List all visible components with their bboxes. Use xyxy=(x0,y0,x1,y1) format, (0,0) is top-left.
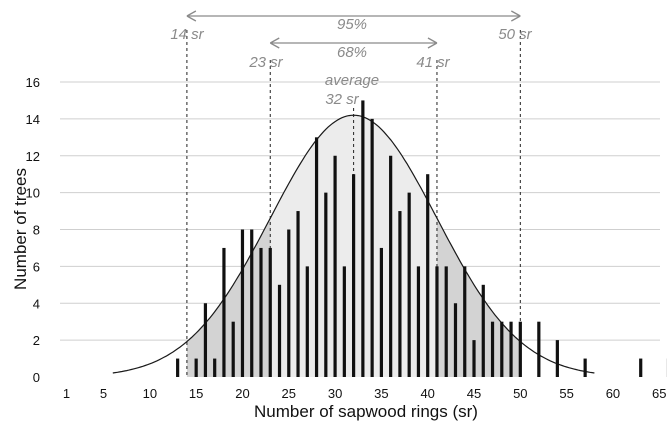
label-lower-68: 23 sr xyxy=(248,54,283,71)
bar-28 xyxy=(314,137,319,377)
arrow-68-percent xyxy=(269,37,438,49)
bar-46 xyxy=(481,284,485,377)
x-axis-title: Number of sapwood rings (sr) xyxy=(254,402,478,421)
bar-24 xyxy=(277,284,282,377)
bar-39 xyxy=(416,266,421,377)
arrow-68-percent-left-head xyxy=(269,37,280,49)
bar-21 xyxy=(250,229,254,377)
bar-16 xyxy=(203,303,208,377)
bar-15 xyxy=(194,358,198,377)
label-lower-95: 14 sr xyxy=(170,26,204,43)
bar-29 xyxy=(324,192,328,377)
bar-41 xyxy=(435,266,439,377)
y-tick-label-2: 2 xyxy=(33,333,40,348)
x-tick-label-65: 65 xyxy=(652,386,666,401)
y-tick-label-12: 12 xyxy=(26,149,40,164)
x-tick-label-20: 20 xyxy=(235,386,249,401)
y-tick-label-6: 6 xyxy=(33,259,40,274)
arrow-95-percent-left-head xyxy=(186,10,197,22)
bar-40 xyxy=(426,174,430,377)
bar-63 xyxy=(639,358,643,377)
bar-18 xyxy=(222,247,226,377)
arrow-68-percent-right-head xyxy=(427,37,438,49)
bar-47 xyxy=(490,321,495,377)
bar-50 xyxy=(518,321,522,377)
bar-13 xyxy=(176,358,180,377)
x-tick-label-10: 10 xyxy=(143,386,157,401)
y-tick-label-16: 16 xyxy=(26,75,40,90)
bar-36 xyxy=(389,155,393,377)
bar-31 xyxy=(342,266,346,377)
bar-32 xyxy=(352,174,356,377)
x-tick-label-45: 45 xyxy=(467,386,481,401)
label-upper-68: 41 sr xyxy=(416,54,450,71)
x-tick-label-25: 25 xyxy=(282,386,296,401)
bar-57 xyxy=(583,358,587,377)
x-tick-label-50: 50 xyxy=(513,386,527,401)
bar-30 xyxy=(333,155,337,377)
y-axis-title: Number of trees xyxy=(11,168,30,290)
x-tick-label-5: 5 xyxy=(100,386,107,401)
bar-37 xyxy=(398,211,402,377)
bar-35 xyxy=(379,247,383,377)
bar-45 xyxy=(472,340,476,377)
label-upper-95: 50 sr xyxy=(498,26,532,43)
label-average: average xyxy=(325,72,379,89)
bar-54 xyxy=(555,340,559,377)
x-tick-label-15: 15 xyxy=(189,386,203,401)
arrow-95-percent-right-head xyxy=(510,10,521,22)
x-tick-label-55: 55 xyxy=(559,386,573,401)
label-average-value: 32 sr xyxy=(325,91,359,108)
bar-17 xyxy=(213,358,217,377)
arrow-95-percent xyxy=(186,10,521,22)
bar-26 xyxy=(296,211,300,377)
y-tick-label-0: 0 xyxy=(33,370,40,385)
bar-34 xyxy=(370,118,374,377)
x-tick-label-40: 40 xyxy=(420,386,434,401)
x-tick-label-1: 1 xyxy=(63,386,70,401)
bar-44 xyxy=(463,266,467,377)
bar-52 xyxy=(537,321,541,377)
bar-25 xyxy=(287,229,291,377)
bar-49 xyxy=(509,321,513,377)
bar-42 xyxy=(444,266,448,377)
bar-20 xyxy=(240,229,245,377)
bar-33 xyxy=(361,100,365,377)
y-tick-label-4: 4 xyxy=(33,296,40,311)
bar-48 xyxy=(500,321,504,377)
bar-43 xyxy=(453,303,458,377)
label-68-percent: 68% xyxy=(337,44,367,61)
bar-38 xyxy=(407,192,411,377)
bar-22 xyxy=(259,247,263,377)
bar-19 xyxy=(231,321,235,377)
label-95-percent: 95% xyxy=(337,16,367,33)
y-tick-label-8: 8 xyxy=(33,223,40,238)
x-tick-label-60: 60 xyxy=(606,386,620,401)
x-tick-label-35: 35 xyxy=(374,386,388,401)
x-tick-label-30: 30 xyxy=(328,386,342,401)
y-tick-label-14: 14 xyxy=(26,112,40,127)
annotations: 95% 68% average 32 sr 14 sr 50 sr 23 sr … xyxy=(170,16,532,108)
bar-23 xyxy=(268,247,272,377)
bar-27 xyxy=(305,266,309,377)
y-tick-label-10: 10 xyxy=(26,186,40,201)
bars xyxy=(176,100,667,377)
